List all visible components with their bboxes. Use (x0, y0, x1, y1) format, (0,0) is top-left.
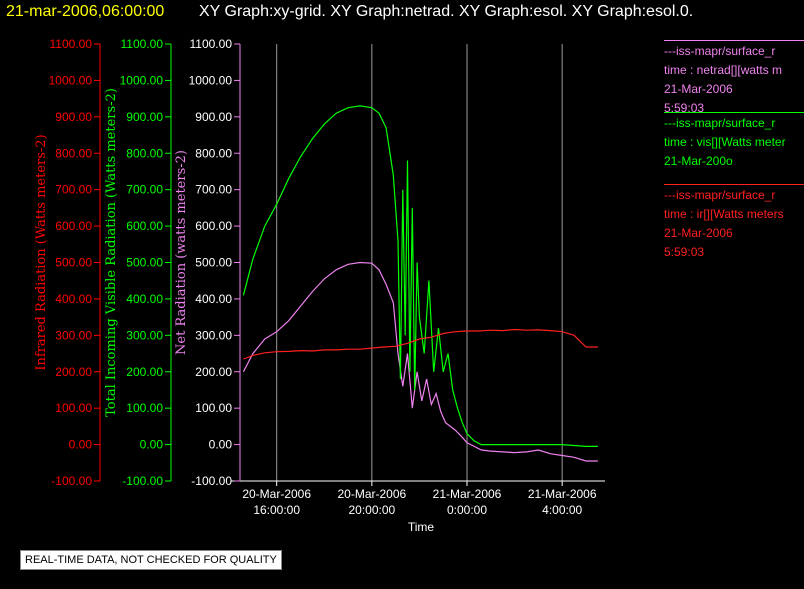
header-date: 21-mar-2006,06:00:00 (6, 3, 165, 20)
legend-line: 5:59:03 (664, 101, 705, 115)
legend-swatch (664, 112, 804, 113)
legend-line: time : ir[][Watts meters (664, 207, 784, 221)
legend-line: time : netrad[][watts m (664, 63, 783, 77)
y-tick-label: 600.00 (195, 219, 232, 233)
x-tick-label: 16:00:00 (253, 503, 300, 517)
y-tick-label: 700.00 (55, 183, 92, 197)
y-tick-label: 200.00 (55, 365, 92, 379)
series-line (242, 105, 598, 447)
y-tick-label: 100.00 (55, 401, 92, 415)
y-tick-label: 800.00 (126, 146, 163, 160)
y-axis-label: Infrared Radiation (Watts meters-2) (34, 134, 49, 370)
x-tick-label: 4:00:00 (542, 503, 582, 517)
y-tick-label: 1100.00 (190, 37, 233, 51)
y-tick-label: 200.00 (126, 365, 163, 379)
quality-note: REAL-TIME DATA, NOT CHECKED FOR QUALITY (20, 550, 282, 570)
y-tick-label: 1000.00 (189, 73, 233, 87)
axes: 20-Mar-2006 16:00:00 20-Mar-2006 20:00:00 21… (34, 37, 605, 534)
series-line (242, 261, 598, 462)
x-tick-label: 21-Mar-2006 (528, 487, 597, 501)
y-tick-label: 0.00 (140, 438, 164, 452)
y-tick-label: 700.00 (195, 183, 232, 197)
legend-line: 21-Mar-2006 (664, 226, 733, 240)
y-tick-label: 900.00 (126, 110, 163, 124)
legend-line: 5:59:03 (664, 245, 705, 259)
legend-line: 21-Mar-200o (664, 154, 733, 168)
y-tick-label: 1000.00 (49, 73, 93, 87)
y-tick-label: 0.00 (69, 438, 93, 452)
y-tick-label: -100.00 (191, 474, 232, 488)
y-tick-label: 100.00 (126, 401, 163, 415)
series-lines (242, 105, 598, 462)
y-tick-label: 500.00 (55, 256, 92, 270)
legend-line: ---iss-mapr/surface_r (664, 116, 776, 130)
grid-lines (276, 44, 563, 481)
y-tick-label: 300.00 (126, 328, 163, 342)
y-tick-label: 600.00 (55, 219, 92, 233)
legend-line: ---iss-mapr/surface_r (664, 188, 776, 202)
y-tick-label: -100.00 (122, 474, 163, 488)
x-tick-label: 21-Mar-2006 (433, 487, 502, 501)
y-tick-label: 900.00 (195, 110, 232, 124)
legend-swatch (664, 184, 804, 185)
x-axis-label: Time (408, 520, 435, 534)
x-tick-label: 0:00:00 (447, 503, 487, 517)
y-tick-label: 0.00 (209, 438, 233, 452)
x-tick-label: 20-Mar-2006 (337, 487, 406, 501)
header-title: XY Graph:xy-grid. XY Graph:netrad. XY Gr… (199, 3, 694, 20)
y-tick-label: -100.00 (51, 474, 92, 488)
y-tick-label: 1100.00 (50, 37, 93, 51)
y-tick-label: 500.00 (126, 256, 163, 270)
legend-line: 21-Mar-2006 (664, 82, 733, 96)
y-tick-label: 300.00 (195, 328, 232, 342)
y-tick-label: 400.00 (55, 292, 92, 306)
y-tick-label: 1100.00 (121, 37, 164, 51)
y-tick-label: 300.00 (55, 328, 92, 342)
x-tick-label: 20:00:00 (348, 503, 395, 517)
y-tick-label: 800.00 (195, 146, 232, 160)
y-axis-label: Net Radiation (watts meters-2) (174, 150, 189, 355)
y-axis-label: Total Incoming Visible Radiation (Watts … (104, 88, 119, 417)
series-line (243, 328, 598, 360)
x-tick-label: 20-Mar-2006 (242, 487, 311, 501)
legend-ir: ---iss-mapr/surface_r time : ir[][Watts … (664, 184, 804, 262)
y-tick-label: 900.00 (55, 110, 92, 124)
legend-netrad: ---iss-mapr/surface_r time : netrad[][wa… (664, 40, 804, 118)
y-tick-label: 200.00 (195, 365, 232, 379)
legend-line: ---iss-mapr/surface_r (664, 44, 776, 58)
y-tick-label: 700.00 (126, 183, 163, 197)
legend-line: time : vis[][Watts meter (664, 135, 786, 149)
y-tick-label: 400.00 (195, 292, 232, 306)
y-tick-label: 500.00 (195, 256, 232, 270)
y-tick-label: 100.00 (195, 401, 232, 415)
y-tick-label: 400.00 (126, 292, 163, 306)
y-tick-label: 1000.00 (120, 73, 164, 87)
legend-vis: ---iss-mapr/surface_r time : vis[][Watts… (664, 112, 804, 171)
y-tick-label: 600.00 (126, 219, 163, 233)
legend-swatch (664, 40, 804, 41)
y-tick-label: 800.00 (55, 146, 92, 160)
